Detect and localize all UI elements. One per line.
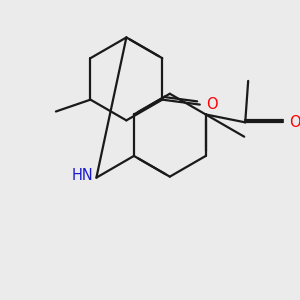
Text: O: O: [206, 97, 218, 112]
Text: O: O: [289, 115, 300, 130]
Text: HN: HN: [72, 168, 93, 183]
